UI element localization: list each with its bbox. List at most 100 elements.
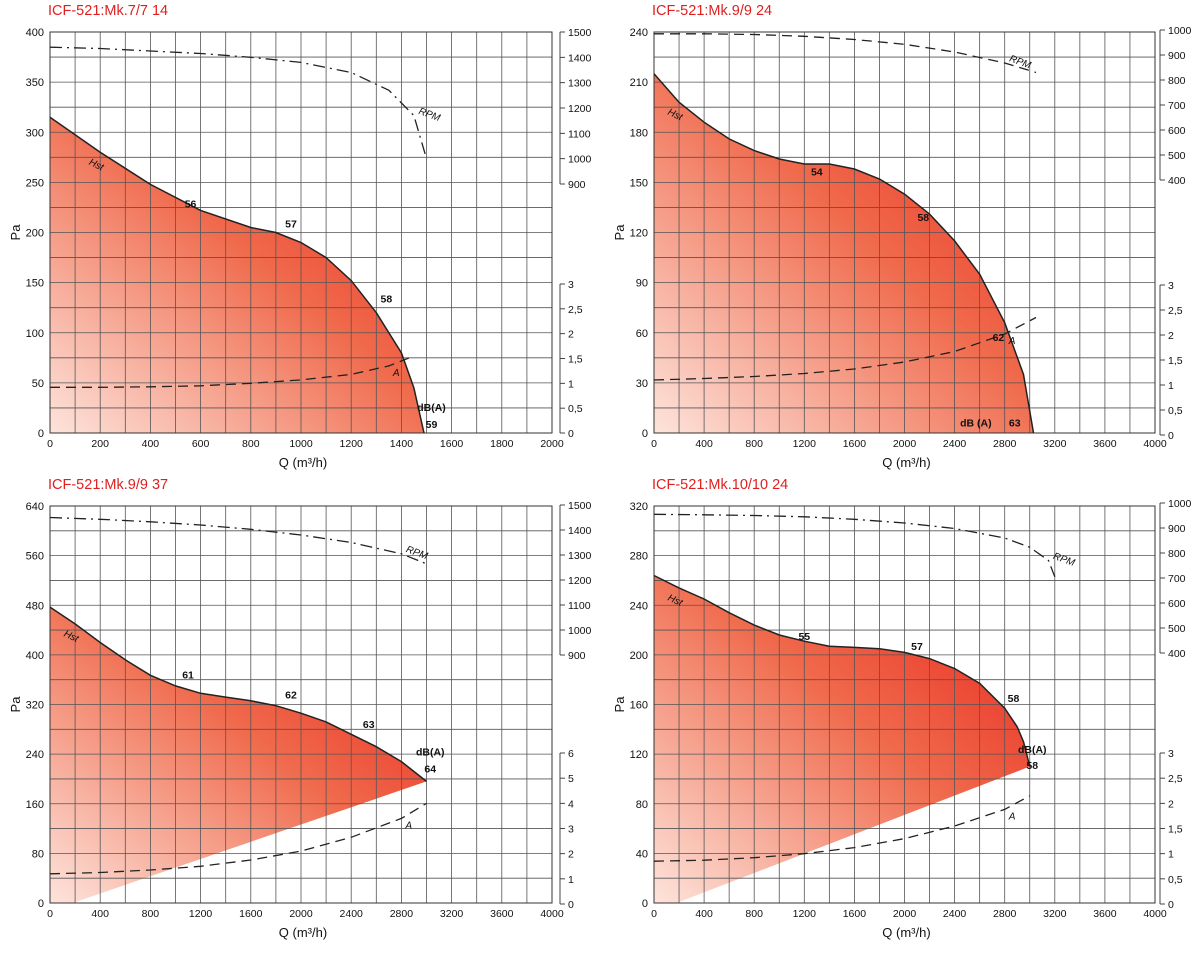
- db-annotation: 54: [811, 167, 823, 179]
- chart-panel: ICF-521:Mk.10/10 240 400 800 1200 1600 2000 24…: [612, 477, 1192, 940]
- right-tick-label: 1000: [1168, 25, 1192, 37]
- x-tick-label: 400: [91, 908, 109, 920]
- right-tick-label: 1400: [568, 525, 592, 537]
- y-tick-label: 240: [630, 600, 648, 612]
- current-axis: 3 2,5 2 1,5 1 0,5 0: [1159, 280, 1183, 442]
- right-tick-label: 2,5: [568, 304, 583, 316]
- y-tick-label: 400: [26, 27, 44, 39]
- x-tick-label: 3200: [440, 908, 464, 920]
- rpm-axis: 1000 900 800 700 600 500 400: [1159, 498, 1192, 660]
- y-tick-label: 90: [636, 278, 648, 290]
- db-annotation: 62: [993, 332, 1005, 344]
- chart-title: ICF-521:Mk.9/9 24: [652, 3, 772, 19]
- y-tick-label: 0: [38, 898, 44, 910]
- y-tick-label: 30: [636, 378, 648, 390]
- right-tick-label: 1: [568, 378, 574, 390]
- db-annotation: dB(A): [1018, 744, 1047, 756]
- right-tick-label: 1,5: [1168, 355, 1183, 367]
- static-pressure-curve: [653, 73, 1035, 434]
- x-tick-label: 400: [695, 908, 713, 920]
- series-label: A: [1008, 336, 1016, 347]
- y-tick-label: 200: [630, 650, 648, 662]
- y-tick-label: 400: [26, 650, 44, 662]
- right-tick-label: 2,5: [1168, 773, 1183, 785]
- x-tick-label: 1600: [843, 438, 867, 450]
- x-tick-label: 800: [242, 438, 260, 450]
- y-tick-label: 640: [26, 501, 44, 513]
- x-tick-label: 4000: [540, 908, 564, 920]
- series-label: A: [392, 368, 400, 379]
- y-tick-label: 120: [630, 749, 648, 761]
- current-curve: [653, 316, 1037, 381]
- db-annotation: 57: [285, 218, 297, 230]
- db-annotation: 58: [1026, 760, 1038, 772]
- right-tick-label: 2: [568, 849, 574, 861]
- right-tick-label: 3: [1168, 748, 1174, 760]
- x-tick-label: 3600: [1093, 908, 1117, 920]
- y-tick-label: 50: [32, 378, 44, 390]
- x-tick-label: 3200: [1043, 438, 1067, 450]
- right-tick-label: 0,5: [1168, 405, 1183, 417]
- y-tick-label: 240: [630, 27, 648, 39]
- x-tick-label: 1600: [440, 438, 464, 450]
- y-tick-label: 240: [26, 749, 44, 761]
- current-axis: 3 2,5 2 1,5 1 0,5 0: [1159, 748, 1183, 911]
- x-tick-label: 2800: [993, 438, 1017, 450]
- x-tick-label: 1200: [793, 908, 817, 920]
- x-tick-label: 600: [192, 438, 210, 450]
- y-tick-label: 120: [630, 228, 648, 240]
- right-tick-label: 3: [568, 824, 574, 836]
- x-tick-label: 4000: [1143, 908, 1167, 920]
- db-annotation: 55: [798, 631, 810, 643]
- right-tick-label: 1: [1168, 380, 1174, 392]
- right-tick-label: 1400: [568, 52, 592, 64]
- y-tick-label: 350: [26, 77, 44, 89]
- y-tick-label: 150: [630, 177, 648, 189]
- db-annotation: 62: [285, 689, 297, 701]
- chart-title: ICF-521:Mk.7/7 14: [48, 3, 168, 19]
- plot-frame: [49, 505, 553, 904]
- y-tick-label: 210: [630, 77, 648, 89]
- right-tick-label: 800: [1168, 75, 1186, 87]
- x-tick-label: 800: [142, 908, 160, 920]
- x-tick-label: 1200: [189, 908, 213, 920]
- x-tick-label: 2800: [390, 908, 414, 920]
- y-tick-label: 320: [26, 700, 44, 712]
- y-tick-label: 100: [26, 328, 44, 340]
- y-axis-label: Pa: [612, 224, 627, 241]
- right-tick-label: 6: [568, 748, 574, 760]
- x-axis-label: Q (m³/h): [882, 925, 930, 940]
- db-annotation: 56: [185, 198, 197, 210]
- right-tick-label: 0,5: [568, 403, 583, 415]
- x-tick-label: 800: [745, 438, 763, 450]
- series-label: RPM: [1052, 551, 1077, 569]
- x-tick-label: 400: [695, 438, 713, 450]
- series-label: RPM: [417, 106, 442, 124]
- right-tick-label: 2: [1168, 330, 1174, 342]
- x-tick-label: 800: [745, 908, 763, 920]
- chart-panel: ICF-521:Mk.9/9 240 400 800 1200 1600 2000 2400…: [612, 3, 1192, 470]
- static-pressure-curve: [49, 116, 425, 434]
- x-axis-label: Q (m³/h): [279, 455, 327, 470]
- right-tick-label: 1200: [568, 575, 592, 587]
- y-tick-label: 160: [630, 700, 648, 712]
- chart-title: ICF-521:Mk.9/9 37: [48, 477, 168, 493]
- x-tick-label: 2000: [540, 438, 564, 450]
- operating-area: [654, 73, 1034, 434]
- current-axis: 3 2,5 2 1,5 1 0,5 0: [559, 279, 583, 440]
- rpm-curve: [49, 46, 428, 159]
- current-curve: [49, 802, 427, 875]
- plot-grid: [49, 505, 553, 904]
- x-tick-label: 1000: [289, 438, 313, 450]
- plot-frame: [653, 505, 1156, 904]
- right-tick-label: 1200: [568, 103, 592, 115]
- right-tick-label: 1,5: [1168, 824, 1183, 836]
- x-tick-label: 0: [47, 438, 53, 450]
- x-tick-label: 2400: [943, 438, 967, 450]
- series-label: A: [404, 820, 412, 831]
- current-curve: [50, 355, 415, 388]
- db-annotation: 64: [424, 764, 436, 776]
- chart-panel: ICF-521:Mk.7/7 140 200 400 600 800 1000 1200 14…: [8, 3, 592, 470]
